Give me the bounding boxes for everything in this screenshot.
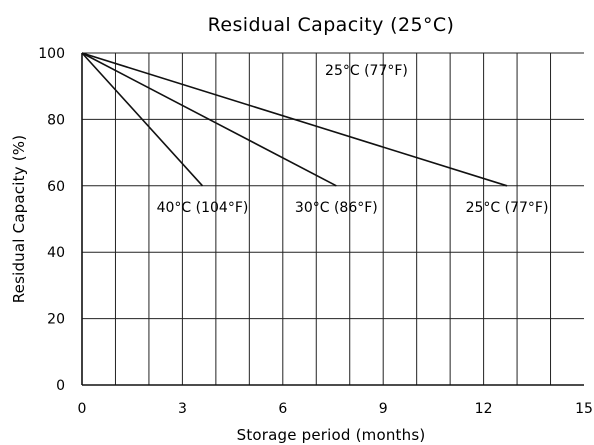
series-label-3: 25°C (77°F) (466, 200, 549, 216)
y-tick-label-2: 40 (47, 245, 65, 261)
series-label-0: 25°C (77°F) (325, 63, 408, 79)
axes: 0 3 6 9 12 15 0 20 40 60 80 100 (38, 46, 593, 417)
y-tick-label-4: 80 (47, 112, 65, 128)
grid (82, 52, 584, 385)
x-tick-label-3: 9 (379, 401, 388, 417)
x-tick-label-0: 0 (78, 401, 87, 417)
x-tick-label-2: 6 (278, 401, 287, 417)
x-tick-label-1: 3 (178, 401, 187, 417)
series-line-2 (81, 52, 508, 187)
series-line-0 (81, 52, 204, 187)
series-label-2: 30°C (86°F) (295, 200, 378, 216)
x-axis-label: Storage period (months) (237, 426, 426, 444)
chart-title: Residual Capacity (25°C) (208, 14, 455, 36)
series-labels: 25°C (77°F) 40°C (104°F) 30°C (86°F) 25°C (… (157, 63, 549, 216)
y-tick-label-3: 60 (47, 179, 65, 195)
series-group (81, 52, 508, 187)
series-line-1 (81, 52, 337, 187)
x-tick-label-4: 12 (475, 401, 493, 417)
x-tick-label-5: 15 (575, 401, 593, 417)
y-tick-label-0: 0 (56, 378, 65, 394)
series-label-1: 40°C (104°F) (157, 200, 249, 216)
y-tick-label-5: 100 (38, 46, 65, 62)
y-axis-label: Residual Capacity (%) (10, 135, 28, 304)
y-tick-label-1: 20 (47, 312, 65, 328)
